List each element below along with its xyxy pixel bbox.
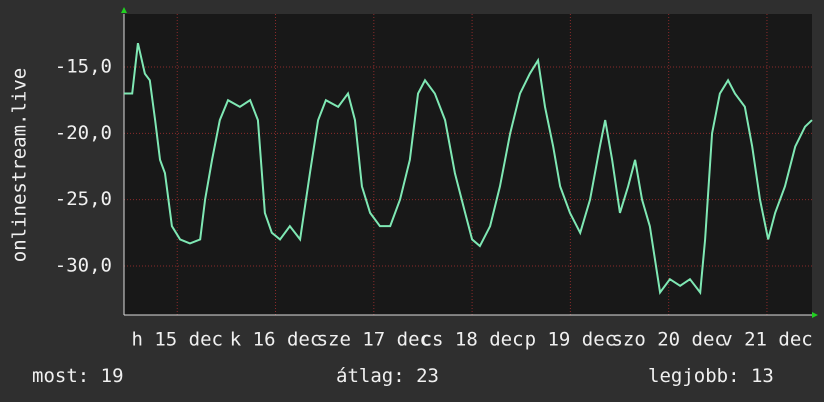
axis-arrow xyxy=(121,7,127,13)
plot-area xyxy=(124,14,812,315)
axis-arrow xyxy=(812,312,818,318)
x-tick-label: p 19 dec xyxy=(525,329,617,351)
footer-text: legjobb: 13 xyxy=(648,365,774,387)
footer-text: átlag: 23 xyxy=(336,365,439,387)
y-tick-label: -25,0 xyxy=(55,188,112,210)
x-tick-label: k 16 dec xyxy=(230,329,322,351)
x-tick-label: v 21 dec xyxy=(721,329,813,351)
y-axis-label: onlinestream.live xyxy=(9,68,31,262)
x-tick-label: sze 17 dec xyxy=(317,329,431,351)
x-tick-label: szo 20 dec xyxy=(611,329,725,351)
x-tick-label: h 15 dec xyxy=(131,329,223,351)
footer-text: most: 19 xyxy=(32,365,124,387)
y-tick-label: -20,0 xyxy=(55,122,112,144)
x-tick-label: cs 18 dec xyxy=(421,329,524,351)
y-tick-label: -30,0 xyxy=(55,254,112,276)
data-line xyxy=(124,42,813,296)
y-tick-label: -15,0 xyxy=(55,56,112,78)
